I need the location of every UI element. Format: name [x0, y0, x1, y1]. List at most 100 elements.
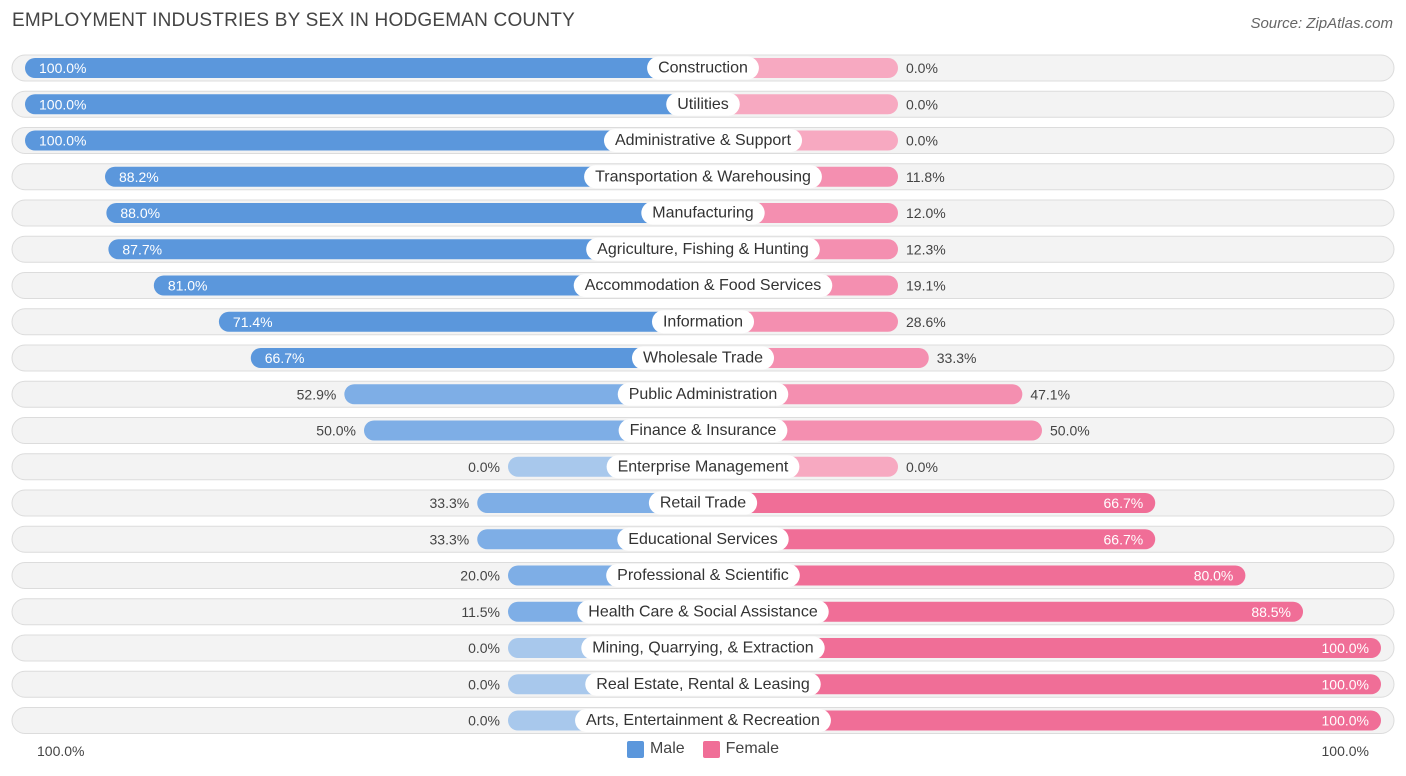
category-label-pill [584, 165, 822, 189]
bar-male [364, 420, 703, 441]
value-label-male: 88.2% [119, 169, 159, 185]
legend-swatch-female [702, 740, 720, 758]
value-label-female: 50.0% [1050, 423, 1090, 439]
category-label-pill [648, 491, 758, 515]
bar-female [703, 601, 1304, 622]
category-label-pill [617, 382, 789, 406]
bar-male [106, 203, 704, 223]
value-label-female: 100.0% [1322, 676, 1369, 692]
value-label-male: 50.0% [316, 423, 356, 439]
category-label-pill [586, 237, 820, 261]
bar-female [703, 710, 1381, 731]
value-label-female: 100.0% [1322, 713, 1369, 729]
value-label-male: 0.0% [468, 459, 500, 475]
value-label-male: 66.7% [265, 350, 305, 366]
category-label: Utilities [677, 96, 729, 113]
value-label-female: 0.0% [906, 60, 938, 76]
bar-female [703, 94, 898, 115]
value-label-female: 88.5% [1251, 604, 1291, 620]
value-label-male: 88.0% [120, 205, 160, 221]
legend-swatch-male [626, 740, 644, 758]
value-label-male: 100.0% [39, 60, 86, 76]
category-label-pill [647, 56, 759, 80]
value-label-female: 80.0% [1194, 568, 1234, 584]
category-label-pill [606, 455, 800, 479]
bar-male [344, 384, 703, 405]
value-label-female: 66.7% [1104, 495, 1144, 511]
value-label-female: 28.6% [906, 314, 946, 330]
bar-female [703, 420, 1042, 441]
category-label: Administrative & Support [615, 132, 792, 149]
value-label-male: 81.0% [168, 278, 208, 294]
value-label-male: 0.0% [468, 640, 500, 656]
category-label: Professional & Scientific [617, 567, 789, 584]
category-label-pill [573, 274, 833, 297]
bar-male [153, 275, 703, 296]
bar-male [25, 94, 703, 115]
category-label-pill [631, 346, 775, 370]
category-label: Retail Trade [660, 495, 746, 512]
category-label: Health Care & Social Assistance [588, 603, 818, 620]
category-label: Construction [658, 60, 748, 77]
value-label-female: 0.0% [906, 459, 938, 475]
value-label-female: 12.0% [906, 205, 946, 221]
value-label-male: 87.7% [122, 241, 162, 257]
chart-plot: 100.0% 0.0% Construction 100.0% 0.0% Utilitie… [11, 54, 1395, 734]
category-label-pill [618, 419, 788, 442]
bar-male [250, 348, 704, 368]
value-label-male: 0.0% [468, 676, 500, 692]
legend-item-male[interactable]: Male [626, 740, 685, 758]
bar-male [108, 239, 704, 260]
category-label: Public Administration [629, 386, 778, 403]
category-label: Mining, Quarrying, & Extraction [592, 640, 813, 657]
value-label-female: 47.1% [1030, 386, 1070, 402]
category-label: Enterprise Management [618, 458, 789, 475]
category-label: Information [663, 313, 743, 330]
category-label: Manufacturing [652, 205, 753, 222]
category-label: Finance & Insurance [630, 422, 777, 439]
value-label-male: 0.0% [468, 713, 500, 729]
bar-male [105, 166, 703, 187]
category-label-pill [641, 201, 765, 225]
value-label-male: 33.3% [430, 495, 470, 511]
chart-title: EMPLOYMENT INDUSTRIES BY SEX IN HODGEMAN… [12, 10, 575, 31]
category-label-pill [575, 709, 831, 732]
category-label: Accommodation & Food Services [585, 277, 822, 294]
value-label-male: 52.9% [297, 386, 337, 402]
legend-label-male: Male [649, 740, 685, 757]
value-label-male: 100.0% [39, 96, 86, 112]
bar-female [703, 638, 1381, 658]
category-label: Real Estate, Rental & Leasing [596, 676, 809, 693]
category-label-pill [617, 527, 789, 551]
value-label-male: 71.4% [233, 314, 273, 330]
value-label-female: 66.7% [1104, 531, 1144, 547]
bar-male [218, 311, 703, 332]
bar-male [25, 130, 703, 151]
category-label-pill [581, 636, 825, 660]
category-label-pill [651, 310, 755, 334]
bar-female [703, 529, 1156, 550]
category-label: Arts, Entertainment & Recreation [586, 712, 820, 729]
category-label-pill [585, 672, 821, 696]
value-label-male: 20.0% [460, 568, 500, 584]
bar-male [25, 58, 703, 78]
category-label: Agriculture, Fishing & Hunting [597, 241, 809, 258]
category-label: Wholesale Trade [643, 350, 763, 367]
axis-label-right: 100.0% [1321, 743, 1369, 759]
legend-item-female[interactable]: Female [702, 740, 779, 758]
legend: Male Female [0, 740, 1406, 758]
value-label-female: 11.8% [906, 169, 945, 185]
category-label: Educational Services [628, 531, 777, 548]
value-label-male: 33.3% [430, 531, 470, 547]
value-label-female: 19.1% [906, 278, 946, 294]
bar-female [703, 565, 1246, 586]
axis-label-left: 100.0% [37, 743, 85, 759]
category-label-pill [603, 129, 803, 152]
category-label-pill [606, 564, 800, 587]
bar-female [703, 674, 1381, 695]
category-label-pill [666, 92, 740, 116]
source-label: Source: ZipAtlas.com [1250, 15, 1393, 32]
value-label-female: 0.0% [906, 96, 938, 112]
bar-female [703, 493, 1156, 513]
value-label-female: 0.0% [906, 133, 938, 149]
